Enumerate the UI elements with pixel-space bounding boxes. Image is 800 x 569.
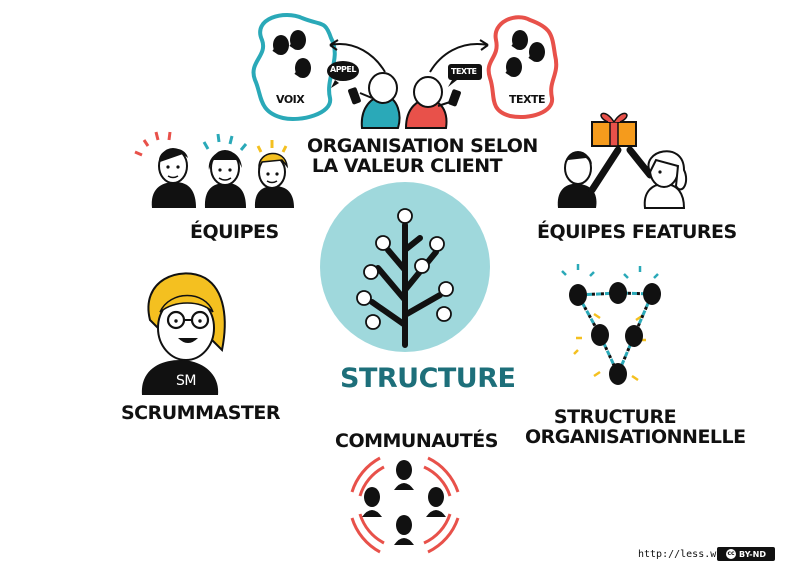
structure-org-title: STRUCTURE ORGANISATIONNELLE	[525, 406, 746, 448]
texte-label: TEXTE	[509, 93, 546, 106]
scrummaster-face-icon	[141, 272, 226, 395]
org-network-icon	[561, 264, 661, 385]
phone-caller-icon	[327, 61, 401, 129]
gift-handover-icon	[557, 112, 688, 209]
voix-label: VOIX	[276, 93, 305, 106]
team-faces-icon	[134, 131, 294, 208]
structure-org-line1: STRUCTURE	[553, 406, 677, 428]
organisation-line1: ORGANISATION SELON	[307, 135, 538, 157]
community-circle-icon	[350, 456, 460, 554]
apple-tree-icon	[320, 182, 490, 352]
structure-org-line2: ORGANISATIONNELLE	[525, 425, 746, 448]
license-text: BY-ND	[739, 549, 766, 559]
texte-bubble-label: TEXTE	[451, 67, 477, 76]
equipes-features-label: ÉQUIPES FEATURES	[537, 221, 737, 243]
structure-center-label: STRUCTURE	[340, 363, 516, 394]
cc-icon: cc	[726, 549, 737, 559]
scrummaster-label: SCRUMMASTER	[121, 402, 280, 424]
texter-icon	[404, 64, 482, 129]
text-cluster-icon	[486, 15, 559, 119]
license-badge[interactable]: cc BY-ND	[717, 547, 775, 561]
sm-shirt-label: SM	[176, 373, 196, 389]
voice-cluster-icon	[251, 13, 337, 121]
organisation-line2: LA VALEUR CLIENT	[311, 154, 503, 177]
organisation-title: ORGANISATION SELON LA VALEUR CLIENT	[307, 135, 538, 177]
equipes-label: ÉQUIPES	[190, 221, 279, 243]
footer-url[interactable]: http://less.works	[638, 549, 741, 560]
appel-bubble-label: APPEL	[330, 65, 356, 74]
communautes-label: COMMUNAUTÉS	[335, 430, 498, 452]
